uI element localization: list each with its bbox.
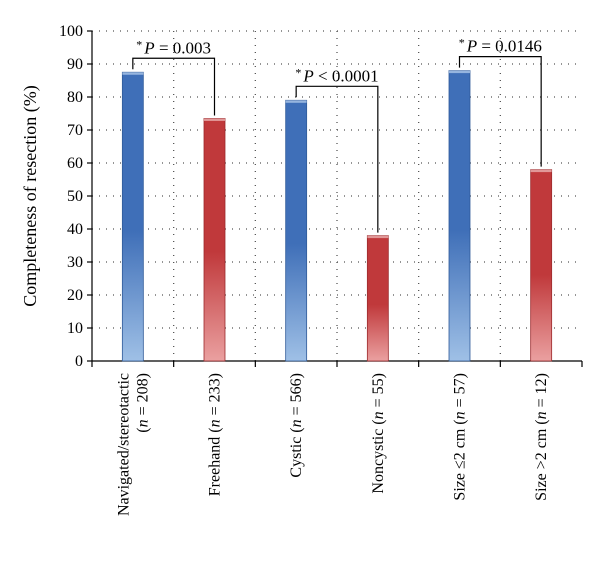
p-value-label: * P = 0.003: [136, 37, 211, 57]
gridlines: [92, 30, 582, 361]
bars: [121, 70, 553, 362]
y-tick-label: 50: [67, 188, 83, 205]
bar-highlight: [122, 72, 144, 75]
significance-bracket: [295, 85, 379, 233]
y-tick-label: 60: [67, 155, 83, 172]
bar: [121, 71, 144, 362]
y-tick-label: 80: [67, 89, 83, 106]
bar: [366, 235, 389, 362]
category-label: Cystic (n = 566): [288, 373, 305, 478]
y-tick-label: 90: [67, 56, 83, 73]
category-label: Freehand (n = 233): [207, 373, 224, 496]
bar: [530, 169, 553, 362]
bar: [203, 118, 226, 362]
y-tick-label: 70: [67, 122, 83, 139]
bar-highlight: [449, 70, 470, 74]
axes: 0 10 20 30 40 50 60 70 80 90 100: [59, 23, 583, 370]
y-tick-label: 40: [67, 221, 83, 238]
significance-bracket: [458, 56, 542, 167]
y-tick-label: 10: [67, 320, 83, 337]
bar: [285, 99, 308, 362]
bar: [448, 70, 471, 362]
significance-bracket: [132, 57, 216, 116]
category-label: Size >2 cm (n = 12): [533, 373, 550, 501]
category-labels: Navigated/stereotactic (n = 208) Freehand …: [115, 373, 550, 516]
y-tick-label: 0: [75, 353, 83, 370]
category-label: Noncystic (n = 55): [370, 373, 387, 494]
category-label: (n = 208): [134, 373, 151, 433]
y-tick-label: 100: [59, 23, 83, 40]
y-tick-label: 30: [67, 254, 83, 271]
p-value-label: * P < 0.0001: [295, 65, 378, 85]
category-label: Navigated/stereotactic: [115, 373, 132, 516]
y-tick-label: 20: [67, 287, 83, 304]
bar-highlight: [367, 235, 389, 239]
bar-highlight: [204, 118, 225, 121]
p-value-label: * P = 0.0146: [459, 36, 542, 56]
category-label: Size ≤2 cm (n = 57): [452, 373, 469, 501]
significance-annotations: * P = 0.003 * P < 0.0001 * P = 0.0146: [132, 36, 542, 233]
bar-highlight: [285, 100, 307, 103]
bar-highlight: [530, 169, 552, 173]
y-axis-title: Completeness of resection (%): [20, 85, 41, 306]
